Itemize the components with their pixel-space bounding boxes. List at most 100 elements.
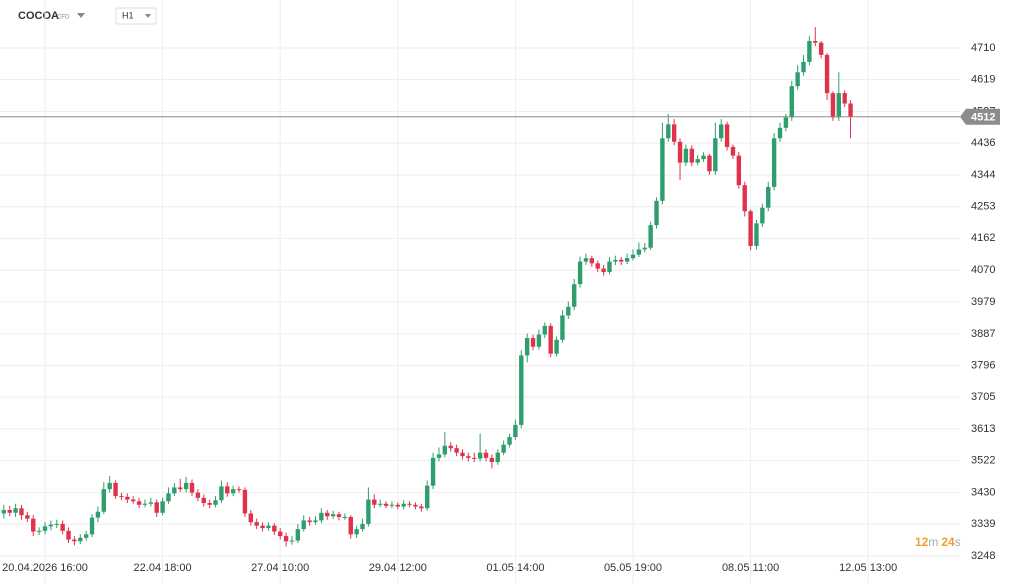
candle-body xyxy=(372,499,377,505)
candle-body xyxy=(660,138,665,201)
candle-body xyxy=(801,61,806,73)
candle-body xyxy=(430,457,436,486)
candle-body xyxy=(295,529,301,541)
candle-body xyxy=(466,456,471,458)
candle-body xyxy=(189,482,195,493)
candle-body xyxy=(666,124,671,139)
symbol-dropdown[interactable] xyxy=(77,13,85,18)
x-tick-label: 20.04.2026 16:00 xyxy=(2,562,88,574)
x-tick-label: 22.04 18:00 xyxy=(134,562,192,574)
candle-body xyxy=(707,155,712,172)
candle-body xyxy=(436,454,442,458)
x-tick-label: 29.04 12:00 xyxy=(369,562,427,574)
candle-body xyxy=(701,155,706,160)
candle-body xyxy=(513,424,518,438)
candle-body xyxy=(95,511,101,518)
candle-body xyxy=(654,200,659,226)
candle-body xyxy=(154,502,159,513)
candle-body xyxy=(442,445,448,455)
candle-body xyxy=(630,254,636,259)
candle-body xyxy=(771,138,777,187)
candle-body xyxy=(542,325,547,335)
candle-body xyxy=(125,496,130,500)
candle-body xyxy=(419,506,424,509)
candle-body xyxy=(60,523,65,531)
candle-body xyxy=(136,501,142,505)
candle-body xyxy=(242,489,248,514)
candle-body xyxy=(42,526,48,531)
x-tick-label: 27.04 10:00 xyxy=(251,562,309,574)
candle-body xyxy=(83,534,89,538)
candle-body xyxy=(366,499,371,524)
header: COCOA CFD H1 xyxy=(18,7,157,25)
candle-body xyxy=(460,452,465,457)
candle-body xyxy=(1,510,7,514)
countdown: 12m 24s xyxy=(915,535,961,549)
candle-body xyxy=(319,512,324,521)
candle-body xyxy=(66,530,71,540)
candle-body xyxy=(166,493,171,502)
candle-body xyxy=(501,444,506,453)
candle-body xyxy=(183,482,189,490)
timeframe: H1 xyxy=(122,10,134,20)
candle-body xyxy=(472,457,477,459)
candle-body xyxy=(131,499,136,502)
candle-body xyxy=(107,482,112,490)
candle-body xyxy=(524,338,530,356)
candle-body xyxy=(248,513,253,523)
y-tick-label: 4436 xyxy=(971,137,995,149)
candle-body xyxy=(278,531,283,537)
y-tick-label: 3705 xyxy=(971,391,995,403)
candle-body xyxy=(101,489,106,512)
candle-body xyxy=(13,508,18,513)
candle-body xyxy=(113,482,118,497)
candle-body xyxy=(507,437,512,445)
candle-body xyxy=(289,540,295,542)
candle-body xyxy=(395,504,400,507)
timeframe-dropdown xyxy=(145,14,151,18)
candle-body xyxy=(777,127,783,139)
candle-body xyxy=(830,93,836,118)
price-tag-label: 4512 xyxy=(971,112,995,124)
y-tick-label: 3522 xyxy=(971,455,995,467)
candle-body xyxy=(7,510,12,513)
candle-body xyxy=(266,525,271,529)
candle-body xyxy=(572,284,577,307)
candle-body xyxy=(836,93,841,118)
candle-body xyxy=(25,515,30,519)
candle-body xyxy=(530,338,536,347)
candle-body xyxy=(172,487,177,494)
candle-body xyxy=(36,530,42,532)
candle-body xyxy=(425,485,430,509)
x-tick-label: 12.05 13:00 xyxy=(839,562,897,574)
candle-body xyxy=(78,537,83,542)
candle-body xyxy=(383,503,389,506)
candle-body xyxy=(695,159,700,163)
y-tick-label: 4070 xyxy=(971,264,995,276)
candle-body xyxy=(195,492,201,498)
candle-body xyxy=(677,141,683,163)
candle-body xyxy=(301,520,306,530)
x-tick-label: 08.05 11:00 xyxy=(722,562,779,574)
candle-body xyxy=(142,503,148,505)
candle-body xyxy=(477,452,483,459)
candle-body xyxy=(236,489,242,491)
candle-body xyxy=(613,259,618,262)
countdown-minutes: 12 xyxy=(915,535,929,549)
candles xyxy=(1,27,853,547)
y-tick-label: 4344 xyxy=(971,169,995,181)
grid xyxy=(0,0,960,584)
candle-body xyxy=(360,523,365,530)
x-tick-label: 01.05 14:00 xyxy=(486,562,544,574)
candle-body xyxy=(607,261,612,273)
candle-body xyxy=(624,258,630,262)
candle-body xyxy=(754,223,759,246)
candle-body xyxy=(272,525,277,532)
candle-body xyxy=(813,40,818,43)
timeframe-box[interactable] xyxy=(115,7,157,25)
candle-body xyxy=(742,185,747,212)
candle-body xyxy=(595,263,600,269)
candle-body xyxy=(489,457,495,463)
candle-body xyxy=(178,487,183,490)
